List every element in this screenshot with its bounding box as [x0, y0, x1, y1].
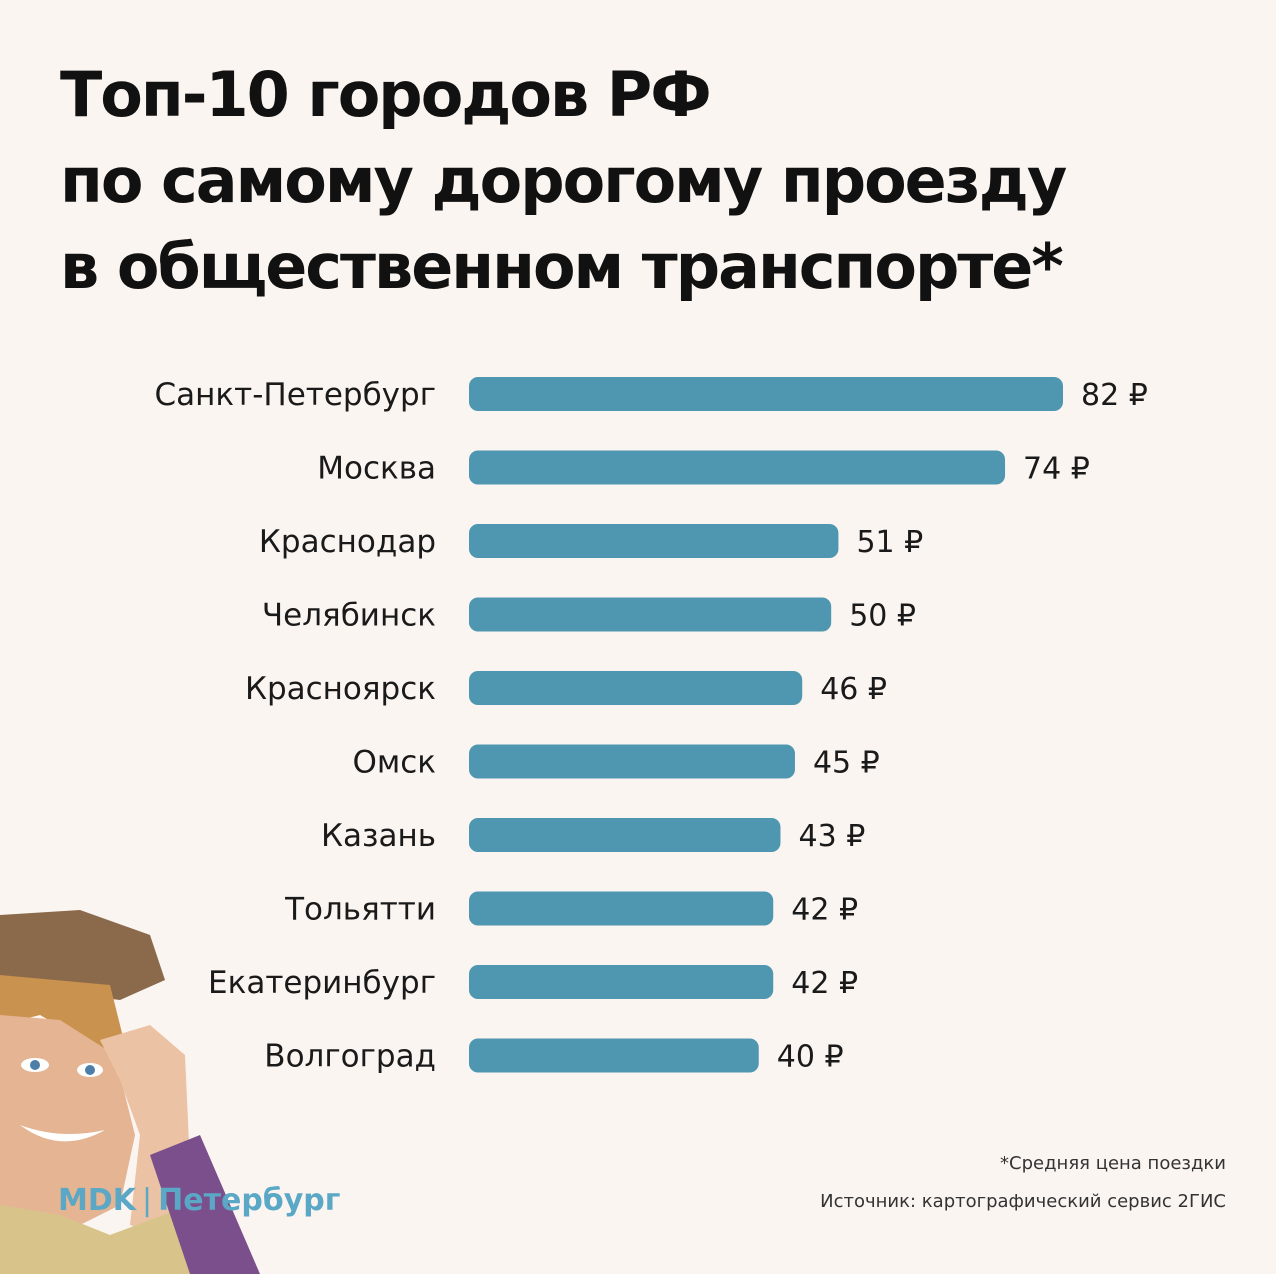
bar	[469, 377, 1063, 411]
value-label: 42 ₽	[791, 893, 858, 928]
brand-mdk: MDK	[58, 1183, 137, 1218]
value-label: 40 ₽	[777, 1040, 844, 1075]
category-label: Челябинск	[262, 598, 436, 634]
title-line-3: в общественном транспорте*	[60, 230, 1064, 303]
bar	[469, 597, 832, 632]
value-label: 82 ₽	[1081, 378, 1148, 413]
chart-title: Топ-10 городов РФ по самому дорогому про…	[60, 52, 1067, 310]
footnote: *Средняя цена поездки	[1000, 1153, 1226, 1174]
category-label: Москва	[317, 451, 436, 487]
source-note: Источник: картографический сервис 2ГИС	[820, 1191, 1226, 1212]
brand-logo: MDK | Петербург	[58, 1183, 340, 1218]
brand-separator: |	[142, 1183, 153, 1218]
value-label: 45 ₽	[813, 746, 880, 781]
bar-chart: Санкт-Петербург 82 ₽ Москва 74 ₽ Краснодар 51…	[155, 377, 1148, 1075]
bar	[469, 744, 795, 779]
value-label: 43 ₽	[798, 819, 865, 854]
value-label: 50 ₽	[849, 599, 916, 634]
value-label: 42 ₽	[791, 966, 858, 1001]
category-label: Санкт-Петербург	[155, 377, 437, 413]
category-label: Красноярск	[245, 671, 436, 707]
bar	[469, 671, 803, 705]
bar	[469, 450, 1006, 485]
bar	[469, 891, 774, 926]
character-illustration	[0, 910, 260, 1274]
bar	[469, 524, 839, 558]
value-label: 51 ₽	[856, 525, 923, 560]
category-label: Екатеринбург	[208, 965, 436, 1001]
title-line-1: Топ-10 городов РФ	[60, 58, 712, 131]
bar	[469, 1038, 759, 1073]
category-label: Казань	[321, 818, 436, 854]
title-line-2: по самому дорогому проезду	[60, 144, 1067, 217]
category-label: Омск	[352, 745, 436, 781]
value-label: 74 ₽	[1023, 452, 1090, 487]
category-label: Волгоград	[264, 1039, 436, 1075]
value-label: 46 ₽	[820, 672, 887, 707]
brand-city: Петербург	[158, 1183, 341, 1218]
bar	[469, 818, 781, 852]
category-label: Тольятти	[284, 892, 436, 928]
bar	[469, 965, 774, 999]
category-label: Краснодар	[259, 524, 436, 560]
